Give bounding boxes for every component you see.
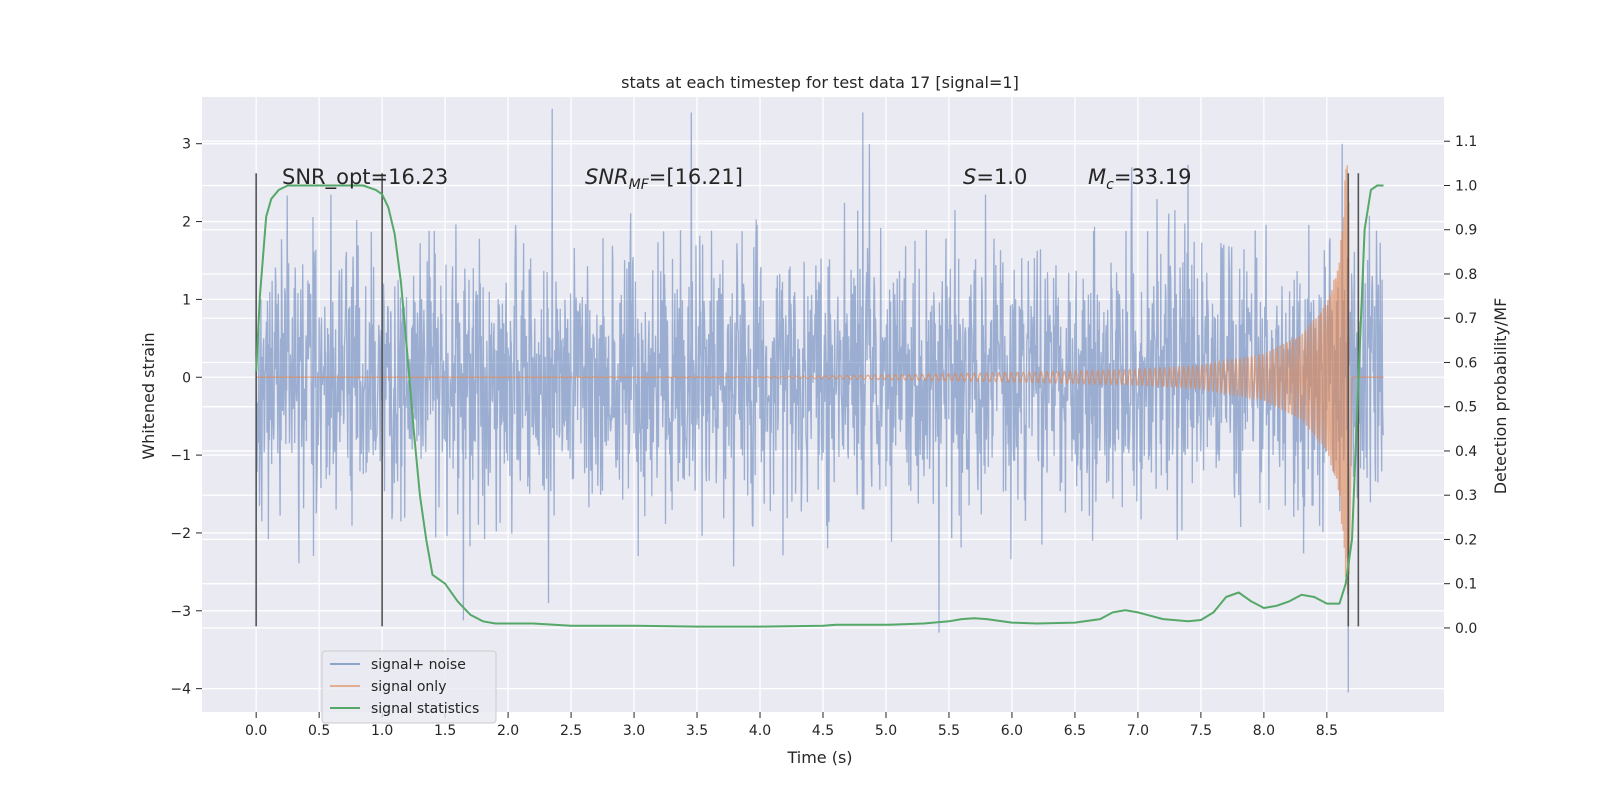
signal-only-series [256,165,1384,595]
y2-tick-label: 0.9 [1455,223,1477,239]
y2-tick-label: 0.6 [1455,355,1477,371]
x-tick-label: 7.0 [1127,723,1149,739]
x-tick-label: 6.0 [1001,723,1023,739]
y-axis-label: Whitened strain [139,332,158,459]
signal-statistics-line [255,184,1384,628]
chart-title: stats at each timestep for test data 17 … [621,73,1019,92]
y-tick-label: 2 [182,215,191,231]
y2-axis-label: Detection probability/MF [1491,298,1510,495]
x-axis-ticks: 0.0 0.5 1.0 1.5 2.0 2.5 3.0 3.5 4.0 4.5 5.0 5.5 6.0 6… [245,712,1338,739]
x-tick-label: 2.0 [497,723,519,739]
x-tick-label: 0.5 [308,723,330,739]
y-axis-ticks: 3 2 1 0 −1 −2 −3 −4 [170,137,202,698]
x-tick-label: 2.5 [560,723,582,739]
legend-box [321,650,497,724]
y2-tick-label: 0.1 [1455,577,1477,593]
legend: signal+ noise signal only signal statist… [321,650,497,724]
x-tick-label: 1.5 [434,723,456,739]
y2-tick-label: 0.4 [1455,444,1477,460]
signal-statistics-series [255,184,1384,628]
y-tick-label: −4 [170,682,191,698]
y-tick-label: 1 [182,292,191,308]
x-tick-label: 8.0 [1253,723,1275,739]
x-tick-label: 0.0 [245,723,267,739]
y2-tick-label: 0.7 [1455,311,1477,327]
x-tick-label: 4.5 [812,723,834,739]
legend-label-noise: signal+ noise [371,657,466,673]
x-tick-label: 5.5 [938,723,960,739]
y2-tick-label: 0.8 [1455,267,1477,283]
y2-tick-label: 0.2 [1455,532,1477,548]
y2-tick-label: 1.1 [1455,134,1477,150]
x-tick-label: 6.5 [1064,723,1086,739]
legend-label-stats: signal statistics [371,701,479,717]
y2-tick-label: 0.5 [1455,400,1477,416]
annotation-mc: Mc=33.19 [1088,165,1192,193]
y-tick-label: 0 [182,370,191,386]
x-tick-label: 5.0 [875,723,897,739]
x-tick-label: 1.0 [371,723,393,739]
y-tick-label: −3 [170,604,191,620]
x-tick-label: 3.0 [623,723,645,739]
y-tick-label: −2 [170,526,191,542]
signal-only-line [256,165,1384,595]
annotation-snr-opt: SNR_opt=16.23 [282,165,448,190]
annotation-snr-mf: SNRMF=[16.21] [585,165,743,193]
y-tick-label: 3 [182,137,191,153]
legend-label-signal: signal only [371,679,446,695]
y-tick-label: −1 [170,448,191,464]
y2-tick-label: 1.0 [1455,178,1477,194]
y2-tick-label: 0.3 [1455,488,1477,504]
x-tick-label: 3.5 [686,723,708,739]
annotation-s: S=1.0 [963,165,1027,189]
x-tick-label: 4.0 [749,723,771,739]
y2-tick-label: 0.0 [1455,621,1477,637]
x-tick-label: 8.5 [1316,723,1338,739]
x-tick-label: 7.5 [1190,723,1212,739]
y2-axis-ticks: 1.1 1.0 0.9 0.8 0.7 0.6 0.5 0.4 0.3 0.2 0.1 0.0 [1444,134,1477,637]
x-axis-label: Time (s) [786,748,852,767]
